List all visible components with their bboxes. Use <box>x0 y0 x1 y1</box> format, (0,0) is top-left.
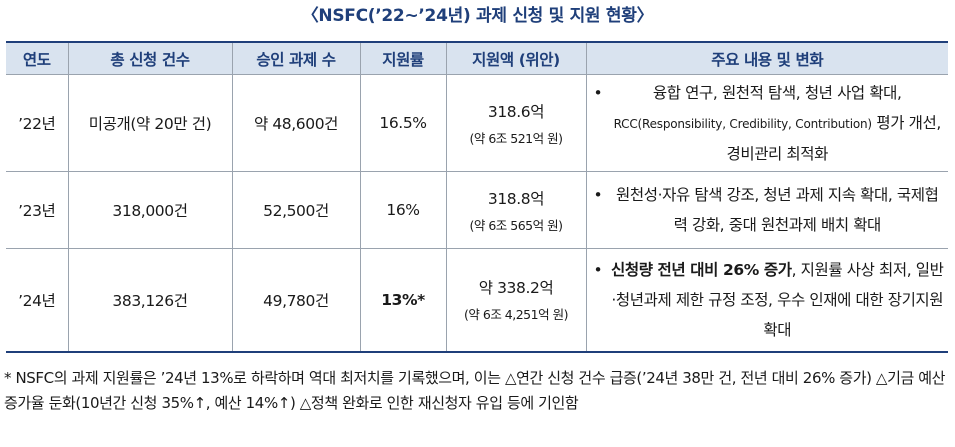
table-title: 〈NSFC(’22~’24년) 과제 신청 및 지원 현황〉 <box>301 6 654 26</box>
header-amount: 지원액 (위안) <box>445 41 587 75</box>
cell-applications: 318,000건 <box>67 171 233 249</box>
cell-applications: 383,126건 <box>67 248 233 353</box>
header-content: 주요 내용 및 변화 <box>585 41 948 75</box>
cell-amount: 318.8억 (약 6조 565억 원) <box>445 171 587 249</box>
header-year: 연도 <box>6 41 69 75</box>
content-bullet: 융합 연구, 원천적 탐색, 청년 사업 확대, RCC(Responsibil… <box>590 78 946 169</box>
table-row: ’24년 383,126건 49,780건 13%* 약 338.2억 (약 6… <box>6 248 948 353</box>
cell-rate: 16.5% <box>359 74 447 172</box>
cell-rate: 13%* <box>359 248 447 353</box>
amount-krw: (약 6조 565억 원) <box>469 217 564 233</box>
footnote: * NSFC의 과제 지원률은 ’24년 13%로 하락하며 역대 최저치를 기… <box>4 369 946 412</box>
header-applications: 총 신청 건수 <box>67 41 233 75</box>
amount-krw: (약 6조 521억 원) <box>469 130 564 146</box>
cell-year: ’24년 <box>6 248 69 353</box>
cell-content: 원천성·자유 탐색 강조, 청년 과제 지속 확대, 국제협력 강화, 중대 원… <box>585 171 948 249</box>
amount-yuan: 약 338.2억 <box>478 279 554 298</box>
content-bullet: 원천성·자유 탐색 강조, 청년 과제 지속 확대, 국제협력 강화, 중대 원… <box>590 180 946 240</box>
header-rate: 지원률 <box>359 41 447 75</box>
content-bullet: 신청량 전년 대비 26% 증가, 지원률 사상 최저, 일반·청년과제 제한 … <box>590 255 946 345</box>
cell-year: ’22년 <box>6 74 69 172</box>
content-text: 융합 연구, 원천적 탐색, 청년 사업 확대, <box>652 83 902 102</box>
table-row: ’22년 미공개(약 20만 건) 약 48,600건 16.5% 318.6억… <box>6 74 948 172</box>
table-row: ’23년 318,000건 52,500건 16% 318.8억 (약 6조 5… <box>6 171 948 249</box>
cell-applications: 미공개(약 20만 건) <box>67 74 233 172</box>
cell-content: 융합 연구, 원천적 탐색, 청년 사업 확대, RCC(Responsibil… <box>585 74 948 172</box>
content-emphasis: 신청량 전년 대비 26% 증가 <box>610 260 792 279</box>
content-text: , 지원률 사상 최저, 일반·청년과제 제한 규정 조정, 우수 인재에 대한… <box>611 260 944 339</box>
header-approved: 승인 과제 수 <box>231 41 361 75</box>
amount-yuan: 318.8억 <box>487 189 545 208</box>
amount-krw: (약 6조 4,251억 원) <box>464 307 568 323</box>
amount-yuan: 318.6억 <box>487 102 545 121</box>
nsfc-status-table: 연도 총 신청 건수 승인 과제 수 지원률 지원액 (위안) 주요 내용 및 … <box>6 41 948 353</box>
table-header-row: 연도 총 신청 건수 승인 과제 수 지원률 지원액 (위안) 주요 내용 및 … <box>6 41 948 75</box>
content-rcc-text: RCC(Responsibility, Credibility, Contrib… <box>613 116 872 131</box>
cell-amount: 318.6억 (약 6조 521억 원) <box>445 74 587 172</box>
content-text: 평가 개선, 경비관리 최적화 <box>726 113 941 163</box>
cell-year: ’23년 <box>6 171 69 249</box>
cell-approved: 약 48,600건 <box>231 74 361 172</box>
cell-rate: 16% <box>359 171 447 249</box>
cell-approved: 49,780건 <box>231 248 361 353</box>
cell-content: 신청량 전년 대비 26% 증가, 지원률 사상 최저, 일반·청년과제 제한 … <box>585 248 948 353</box>
cell-amount: 약 338.2억 (약 6조 4,251억 원) <box>445 248 587 353</box>
cell-approved: 52,500건 <box>231 171 361 249</box>
